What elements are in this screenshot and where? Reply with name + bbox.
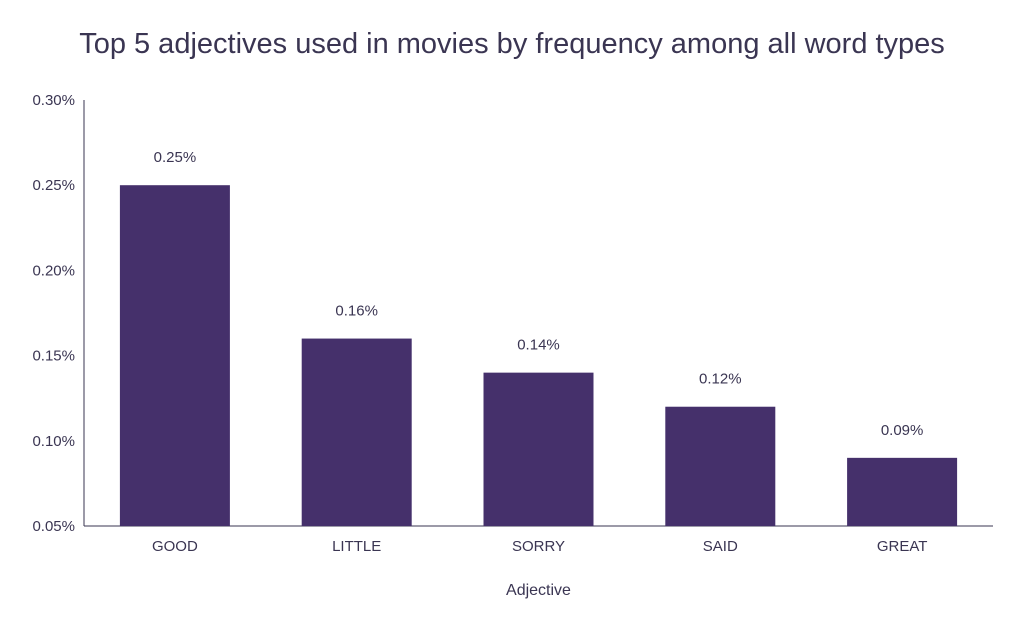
bar	[665, 406, 776, 526]
bar	[847, 457, 958, 526]
bar	[483, 372, 594, 526]
data-label: 0.09%	[881, 422, 924, 439]
y-tick-label: 0.30%	[32, 92, 75, 109]
x-tick-label: GREAT	[877, 538, 928, 555]
data-label: 0.14%	[517, 337, 560, 354]
x-tick-label: SORRY	[512, 538, 565, 555]
data-label: 0.16%	[335, 303, 378, 320]
chart-title: Top 5 adjectives used in movies by frequ…	[79, 28, 945, 60]
y-tick-label: 0.15%	[32, 348, 75, 365]
y-tick-label: 0.20%	[32, 262, 75, 279]
y-tick-label: 0.10%	[32, 433, 75, 450]
bar	[301, 338, 412, 526]
x-axis-label: Adjective	[506, 582, 571, 599]
y-tick-label: 0.25%	[32, 177, 75, 194]
x-tick-label: GOOD	[152, 538, 198, 555]
data-label: 0.12%	[699, 371, 742, 388]
x-tick-label: SAID	[703, 538, 738, 555]
bar	[119, 185, 230, 526]
y-tick-label: 0.05%	[32, 518, 75, 535]
data-label: 0.25%	[154, 149, 197, 166]
x-tick-label: LITTLE	[332, 538, 381, 555]
